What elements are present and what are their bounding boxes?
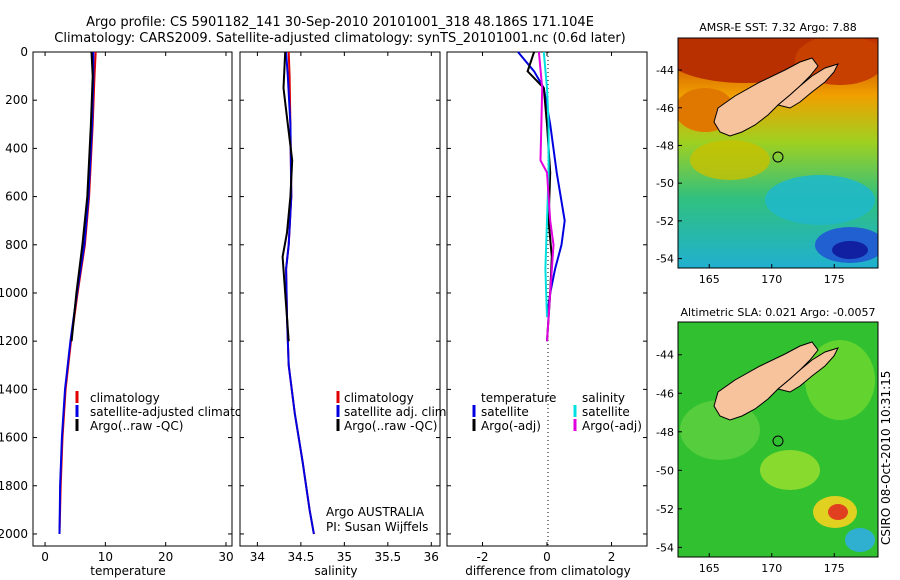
x-tick-label: 0 — [543, 550, 551, 564]
series-line-salinity-argo-adj — [537, 51, 555, 342]
series-line-temperature-satellite — [517, 51, 566, 318]
salinity-axes-frame — [239, 51, 441, 547]
legend-label-satellite-adj: satellite adj. clim. — [344, 405, 450, 419]
difference-lines — [517, 51, 566, 342]
float-pi: PI: Susan Wijffels — [326, 520, 428, 534]
x-tick-label: 34.5 — [288, 550, 315, 564]
y-tick-label: 400 — [5, 141, 28, 155]
sla-map-ticks: 165 170 175 -44 -46 -48 -50 -52 -54 — [656, 349, 845, 575]
temperature-legend: climatology satellite-adjusted climatolo… — [75, 391, 268, 433]
series-line-argo-raw-qc — [70, 51, 94, 342]
x-tick-label: -2 — [476, 550, 488, 564]
header-line1: Argo profile: CS 5901182_141 30-Sep-2010… — [86, 15, 594, 30]
y-tick-label: 0 — [20, 45, 28, 59]
legend-label-satellite-adjusted: satellite-adjusted climatology — [90, 405, 268, 419]
legend-label-temp-argo: Argo(-adj) — [481, 419, 541, 433]
salinity-legend: climatology satellite adj. clim. Argo(..… — [336, 391, 450, 433]
map-x-tick-label: 175 — [824, 273, 845, 286]
x-tick-label: 10 — [98, 550, 113, 564]
temperature-ticks: 0 10 20 30 0 200 400 600 800 1000 1200 1400 1600 1800… — [0, 45, 234, 564]
y-tick-label: 1400 — [0, 382, 28, 396]
x-tick-label: 20 — [158, 550, 173, 564]
legend-label-argo: Argo(..raw -QC) — [90, 419, 183, 433]
series-line-satellite-adj-clim — [285, 51, 315, 535]
float-owner: Argo AUSTRALIA — [326, 505, 425, 519]
x-tick-label: 30 — [218, 550, 233, 564]
map-y-tick-label: -54 — [656, 541, 674, 554]
map-y-tick-label: -44 — [656, 349, 674, 362]
legend-label-climatology: climatology — [344, 391, 414, 405]
y-tick-label: 1800 — [0, 479, 28, 493]
sla-map-title: Altimetric SLA: 0.021 Argo: -0.0057 — [681, 306, 876, 319]
x-tick-label: 0 — [41, 550, 49, 564]
header-line2: Climatology: CARS2009. Satellite-adjuste… — [54, 31, 626, 46]
map-y-tick-label: -46 — [656, 387, 674, 400]
x-tick-label: 36 — [424, 550, 439, 564]
sst-map-panel: AMSR-E SST: 7.32 Argo: 7.88 165 170 175 -44… — [656, 21, 879, 286]
legend-label-temp-satellite: satellite — [481, 405, 529, 419]
sst-map-image — [678, 38, 878, 268]
temperature-xlabel: temperature — [90, 564, 165, 578]
temperature-lines — [58, 51, 97, 535]
sla-map-image — [678, 322, 878, 557]
salinity-lines — [281, 51, 315, 535]
series-line-argo-raw-qc — [281, 51, 294, 342]
legend-label-sal-satellite: satellite — [582, 405, 630, 419]
map-x-tick-label: 165 — [699, 562, 720, 575]
sst-map-ticks: 165 170 175 -44 -46 -48 -50 -52 -54 — [656, 64, 845, 286]
side-label: CSIRO 08-Oct-2010 10:31:15 — [879, 371, 893, 545]
map-y-tick-label: -54 — [656, 253, 674, 266]
legend-label-climatology: climatology — [90, 391, 160, 405]
salinity-xlabel: salinity — [314, 564, 357, 578]
map-y-tick-label: -44 — [656, 64, 674, 77]
sla-map-panel: Altimetric SLA: 0.021 Argo: -0.0057 165 1… — [656, 306, 879, 575]
map-y-tick-label: -50 — [656, 464, 674, 477]
map-y-tick-label: -46 — [656, 102, 674, 115]
legend-heading-salinity: salinity — [582, 391, 625, 405]
temperature-axes-frame — [32, 51, 233, 547]
map-x-tick-label: 170 — [761, 273, 782, 286]
legend-heading-temperature: temperature — [481, 391, 556, 405]
x-tick-label: 2 — [608, 550, 616, 564]
map-y-tick-label: -52 — [656, 215, 674, 228]
legend-label-sal-argo: Argo(-adj) — [582, 419, 642, 433]
map-y-tick-label: -48 — [656, 139, 674, 152]
series-line-salinity-satellite — [542, 51, 550, 318]
salinity-panel: 34 34.5 35 35.5 36 salinity climatology sate… — [239, 51, 450, 578]
map-y-tick-label: -50 — [656, 177, 674, 190]
y-tick-label: 1200 — [0, 334, 28, 348]
map-x-tick-label: 175 — [824, 562, 845, 575]
x-tick-label: 34 — [250, 550, 265, 564]
y-tick-label: 800 — [5, 238, 28, 252]
difference-panel: -2 0 2 difference from climatology tempera… — [446, 51, 648, 578]
legend-label-argo: Argo(..raw -QC) — [344, 419, 437, 433]
y-tick-label: 600 — [5, 190, 28, 204]
difference-xlabel: difference from climatology — [465, 564, 631, 578]
y-tick-label: 2000 — [0, 527, 28, 541]
sla-map-frame — [677, 321, 879, 558]
y-tick-label: 200 — [5, 93, 28, 107]
difference-legend: temperature satellite Argo(-adj) salinit… — [472, 391, 642, 433]
sst-map-frame — [677, 37, 879, 269]
x-tick-label: 35.5 — [374, 550, 401, 564]
map-y-tick-label: -48 — [656, 426, 674, 439]
sst-map-title: AMSR-E SST: 7.32 Argo: 7.88 — [699, 21, 857, 34]
salinity-ticks: 34 34.5 35 35.5 36 — [240, 51, 440, 564]
difference-ticks: -2 0 2 — [447, 51, 647, 564]
temperature-panel: 0 10 20 30 0 200 400 600 800 1000 1200 1400 1600 1800… — [0, 45, 268, 578]
map-x-tick-label: 165 — [699, 273, 720, 286]
y-tick-label: 1000 — [0, 286, 28, 300]
y-tick-label: 1600 — [0, 431, 28, 445]
x-tick-label: 35 — [337, 550, 352, 564]
map-x-tick-label: 170 — [761, 562, 782, 575]
map-y-tick-label: -52 — [656, 503, 674, 516]
